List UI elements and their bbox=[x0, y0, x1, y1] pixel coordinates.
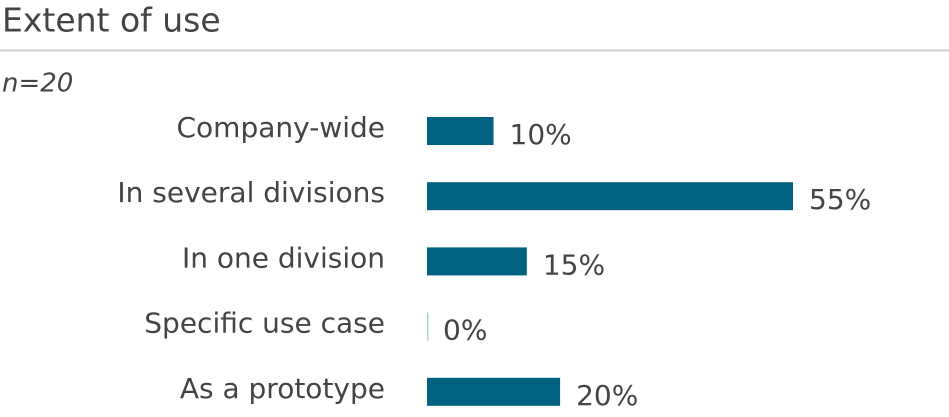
bar bbox=[427, 117, 494, 145]
bar bbox=[427, 247, 527, 276]
category-label: As a prototype bbox=[180, 372, 385, 405]
category-label: In one division bbox=[182, 241, 385, 274]
value-label: 10% bbox=[510, 118, 572, 151]
bar bbox=[427, 182, 793, 211]
value-label: 15% bbox=[543, 248, 605, 281]
bar bbox=[427, 377, 561, 406]
bar bbox=[427, 312, 429, 341]
category-label: Company-wide bbox=[177, 111, 386, 144]
chart-title: Extent of use bbox=[2, 1, 221, 40]
value-label: 55% bbox=[809, 183, 871, 216]
category-label: In several divisions bbox=[117, 176, 385, 209]
value-label: 0% bbox=[443, 314, 487, 347]
category-label: Specific use case bbox=[144, 307, 385, 340]
chart-subtitle: n=20 bbox=[2, 69, 73, 99]
value-label: 20% bbox=[576, 379, 638, 412]
